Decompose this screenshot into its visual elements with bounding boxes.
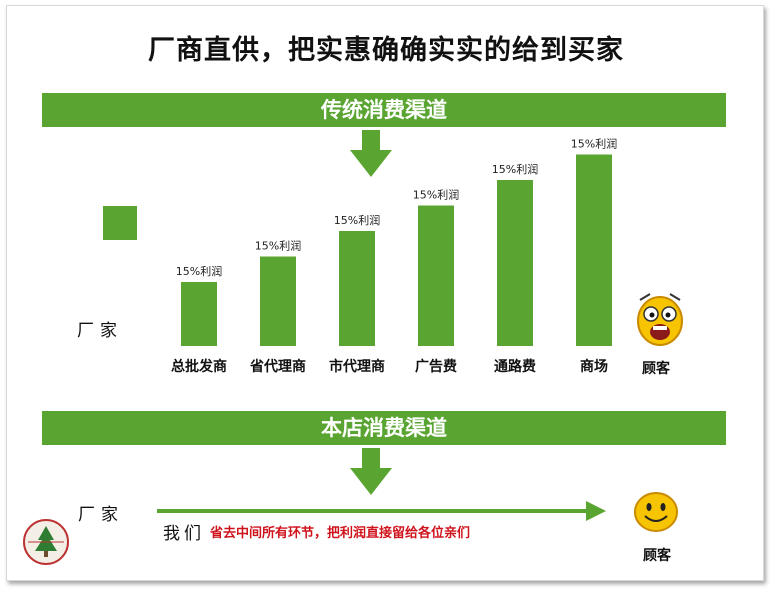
slogan-text: 省去中间所有环节，把利润直接留给各位亲们 [210, 526, 471, 541]
smiling-face-icon [634, 492, 678, 532]
customer-label-bottom: 顾客 [643, 548, 671, 564]
right-arrow-icon [157, 501, 606, 521]
bar-4 [418, 205, 454, 346]
legend-square [103, 206, 137, 240]
bar-data-label: 15%利润 [492, 162, 538, 176]
page-title: 厂商直供，把实惠确确实实的给到买家 [148, 35, 624, 66]
down-arrow-icon [350, 130, 392, 177]
bar-data-label: 15%利润 [334, 213, 380, 227]
category-label: 商场 [580, 358, 608, 375]
bar-3 [339, 231, 375, 346]
category-label: 市代理商 [329, 358, 385, 375]
bar-data-label: 15%利润 [255, 239, 301, 253]
bar-2 [260, 256, 296, 346]
category-label: 通路费 [494, 358, 536, 375]
category-label: 广告费 [415, 358, 457, 375]
tree-logo-icon [23, 519, 69, 565]
bar-data-label: 15%利润 [176, 264, 222, 278]
manufacturer-label-bottom: 厂家 [78, 505, 124, 525]
category-label: 省代理商 [249, 358, 306, 375]
customer-label-top: 顾客 [642, 361, 670, 377]
bar-1 [181, 282, 217, 346]
manufacturer-label-top: 厂家 [77, 321, 123, 341]
traditional-channel-banner: 传统消费渠道 [42, 93, 726, 127]
bar-data-label: 15%利润 [413, 188, 459, 202]
bar-5 [497, 180, 533, 346]
category-label: 总批发商 [171, 358, 227, 375]
shocked-face-icon [637, 293, 683, 346]
our-store-channel-banner: 本店消费渠道 [42, 411, 726, 445]
bar-6 [576, 154, 612, 346]
down-arrow-icon [350, 448, 392, 495]
we-label: 我们 [163, 524, 205, 544]
bar-data-label: 15%利润 [571, 137, 617, 151]
